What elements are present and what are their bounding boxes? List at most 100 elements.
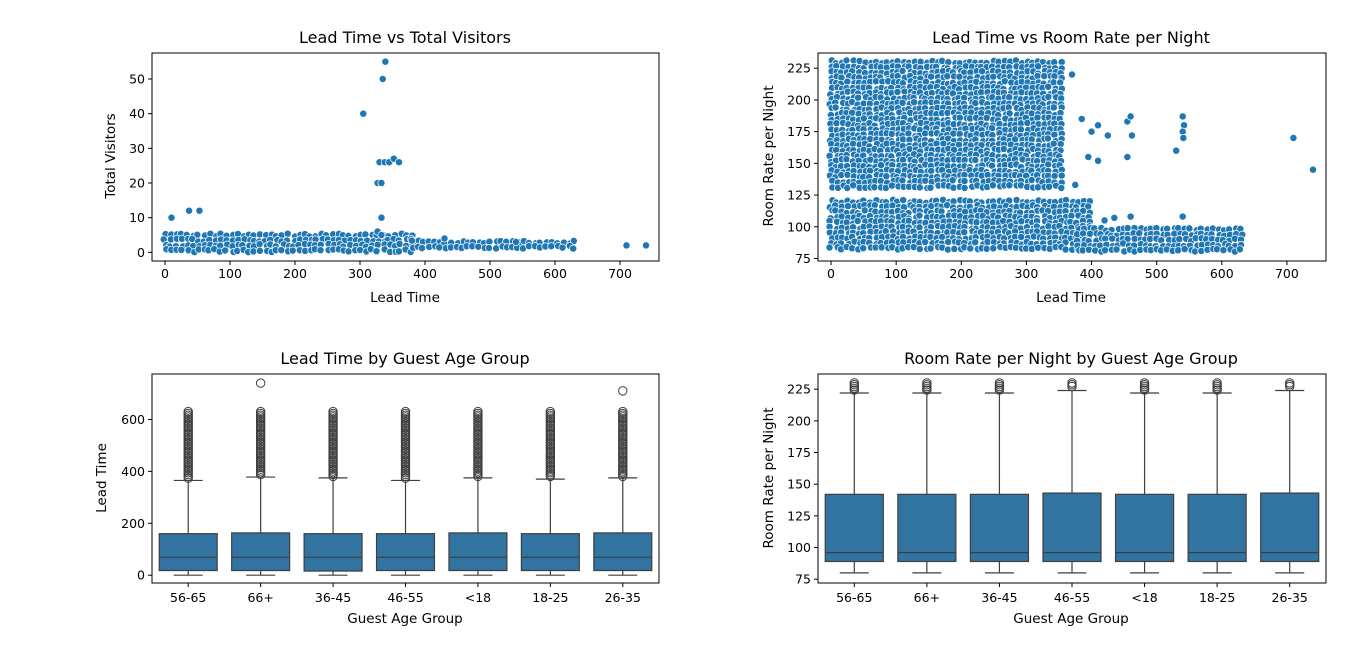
x-tick-label: 26-35 (1272, 590, 1308, 605)
y-tick-label: 0 (137, 568, 145, 583)
y-tick-label: 175 (787, 124, 811, 139)
y-tick-label: 200 (121, 516, 145, 531)
x-tick-label: 200 (949, 266, 973, 281)
scatter-point (474, 242, 483, 251)
scatter-point (1094, 121, 1103, 130)
outlier-point (1285, 381, 1295, 392)
outlier-point (618, 386, 628, 396)
scatter-point (921, 176, 930, 185)
y-axis-label: Room Rate per Night (761, 408, 777, 549)
outlier-point (328, 471, 338, 482)
y-tick-label: 200 (787, 413, 811, 428)
scatter-point (1043, 134, 1052, 143)
scatter-point (859, 244, 868, 253)
scatter-point (825, 243, 834, 252)
axes-frame (817, 373, 1327, 584)
outlier-point (1067, 380, 1077, 390)
scatter-point (407, 236, 416, 245)
scatter-point (1123, 153, 1132, 161)
scatter-lead-time-vs-visitors: Lead Time vs Total Visitors Lead Time To… (103, 28, 660, 306)
scatter-point (854, 93, 863, 102)
scatter-point (988, 181, 997, 190)
scatter-point (983, 237, 992, 246)
y-tick-label: 20 (129, 176, 145, 191)
scatter-point (1050, 172, 1059, 180)
scatter-point (978, 67, 987, 76)
scatter-point (1127, 131, 1136, 140)
box-46-55 (1042, 378, 1102, 574)
scatter-point (1103, 131, 1112, 140)
y-axis-label: Room Rate per Night (761, 86, 777, 227)
scatter-point (921, 129, 930, 138)
box-18-25 (520, 406, 580, 576)
scatter-point (372, 247, 381, 256)
marks (825, 56, 1317, 256)
scatter-point (1033, 113, 1042, 122)
scatter-point (1044, 82, 1053, 91)
outlier-point (618, 471, 628, 482)
outlier-point (183, 473, 193, 483)
scatter-point (927, 166, 936, 175)
box-46-55 (375, 406, 436, 576)
scatter-point (373, 240, 382, 249)
scatter-point (277, 246, 286, 255)
outlier-point (255, 469, 266, 480)
x-tick-label: 36-45 (981, 590, 1017, 605)
y-tick-label: 50 (129, 72, 145, 87)
scatter-point (558, 243, 567, 252)
scatter-point (1034, 183, 1042, 192)
scatter-point (394, 247, 403, 256)
scatter-point (1126, 212, 1135, 221)
outlier-point (1067, 381, 1077, 392)
x-tick-label: <18 (1131, 590, 1157, 605)
y-tick-label: 225 (787, 382, 811, 397)
chart-title: Lead Time vs Total Visitors (299, 28, 511, 47)
outlier-point (400, 473, 411, 483)
boxplot-lead-time-by-age: Lead Time by Guest Age Group Guest Age G… (94, 349, 660, 627)
scatter-point (288, 246, 297, 255)
scatter-point (512, 237, 520, 246)
scatter-point (381, 57, 390, 66)
scatter-point (1235, 245, 1244, 254)
scatter-point (221, 246, 230, 255)
scatter-point (982, 113, 991, 122)
y-tick-label: 200 (787, 92, 811, 107)
y-tick-label: 75 (795, 572, 811, 587)
scatter-point (955, 113, 964, 122)
x-tick-label: 56-65 (836, 590, 872, 605)
axes-frame (817, 52, 1327, 262)
scatter-point (915, 211, 924, 220)
box-56-65 (158, 406, 218, 576)
x-tick-label: 18-25 (1199, 590, 1235, 605)
outlier-point (1212, 385, 1222, 395)
scatter-point (177, 245, 186, 254)
box-<18 (448, 406, 508, 576)
scatter-point (971, 238, 980, 247)
scatter-point (1094, 156, 1103, 165)
x-tick-label: 66+ (247, 590, 273, 605)
scatter-point (377, 213, 386, 222)
scatter-point (377, 231, 386, 239)
scatter-point (1101, 246, 1110, 255)
box-26-35 (593, 386, 653, 576)
box-36-45 (969, 378, 1030, 574)
scatter-point (547, 242, 556, 251)
scatter-point (1179, 134, 1188, 142)
y-tick-label: 600 (121, 412, 145, 427)
y-tick-label: 400 (121, 464, 145, 479)
scatter-point (1050, 130, 1059, 139)
scatter-point (1049, 103, 1058, 112)
x-tick-label: 100 (218, 266, 242, 281)
x-tick-label: 400 (1080, 266, 1104, 281)
scatter-point (395, 239, 404, 248)
outlier-point (255, 378, 266, 388)
scatter-point (915, 183, 924, 192)
scatter-point (853, 216, 862, 225)
chart-title: Room Rate per Night by Guest Age Group (904, 349, 1238, 368)
scatter-point (972, 218, 981, 227)
scatter-point (1061, 245, 1070, 254)
scatter-point (960, 184, 969, 192)
scatter-point (255, 246, 264, 255)
scatter-point (1172, 146, 1181, 155)
scatter-point (1110, 213, 1119, 222)
